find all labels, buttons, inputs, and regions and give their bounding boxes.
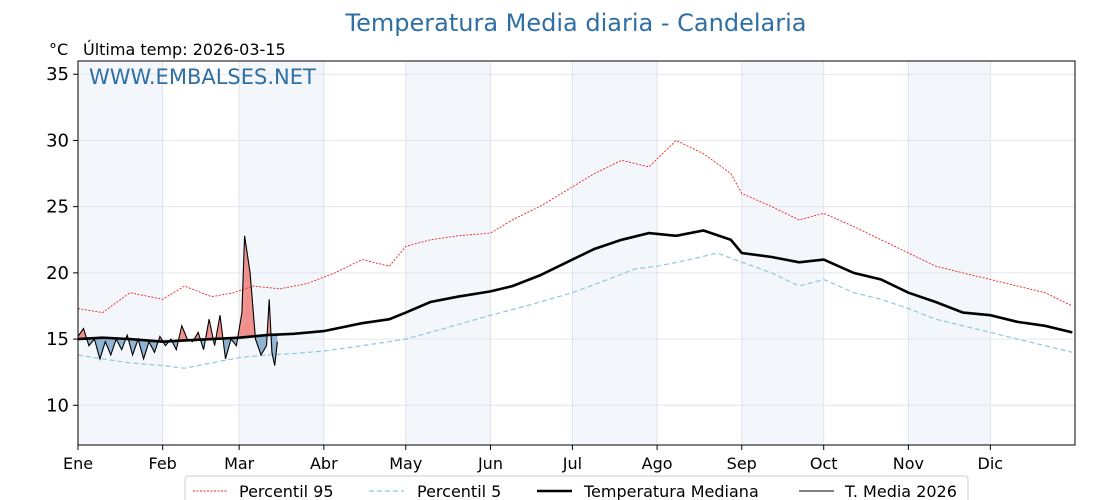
y-tick-label-25: 25 [46, 197, 69, 218]
x-axis: Ene Feb Mar Abr May Jun Jul Ago Sep Oct Nov Dic [63, 445, 1003, 473]
series-t-media-2026 [77, 235, 278, 366]
anomaly-fill-37-0 [271, 334, 275, 366]
anomaly-fill-31-0 [244, 235, 251, 338]
legend-label-2: Temperatura Mediana [583, 482, 759, 500]
y-tick-label-15: 15 [46, 329, 69, 350]
x-tick-label-jun: Jun [477, 454, 503, 473]
x-tick-label-mar: Mar [224, 454, 255, 473]
x-tick-label-abr: Abr [310, 454, 338, 473]
chart-title: Temperatura Media diaria - Candelaria [345, 9, 807, 37]
month-band-sep [741, 61, 824, 445]
plot-frame [77, 60, 1076, 446]
anomaly-fill-34-0 [261, 335, 267, 355]
legend-box [184, 475, 969, 500]
x-tick-label-feb: Feb [149, 454, 177, 473]
month-band-mar [239, 61, 324, 445]
x-tick-label-jul: Jul [562, 454, 582, 473]
y-tick-label-10: 10 [46, 395, 69, 416]
watermark: WWW.EMBALSES.NET [89, 65, 316, 89]
x-tick-label-nov: Nov [893, 454, 924, 473]
x-tick-label-sep: Sep [727, 454, 757, 473]
month-band-nov [908, 61, 991, 445]
y-tick-label-35: 35 [46, 64, 69, 85]
y-axis: 10 15 20 25 30 35 [46, 64, 78, 416]
x-tick-label-ene: Ene [63, 454, 93, 473]
series-temperatura-mediana [77, 229, 1073, 344]
x-tick-label-oct: Oct [810, 454, 838, 473]
series-lines [77, 139, 1073, 369]
legend-label-1: Percentil 5 [417, 482, 501, 500]
x-tick-label-dic: Dic [978, 454, 1004, 473]
legend-label-0: Percentil 95 [239, 482, 334, 500]
month-bands [78, 61, 991, 445]
last-temp-subtitle: Última temp: 2026-03-15 [83, 40, 286, 59]
y-tick-label-30: 30 [46, 130, 69, 151]
month-band-may [405, 61, 491, 445]
series-percentil-95 [77, 139, 1073, 314]
x-tick-label-may: May [389, 454, 422, 473]
month-band-ene [78, 61, 163, 445]
x-tick-label-ago: Ago [642, 454, 673, 473]
legend: Percentil 95 Percentil 5 Temperatura Media… [184, 475, 969, 500]
legend-label-3: T. Media 2026 [844, 482, 957, 500]
y-tick-label-20: 20 [46, 263, 69, 284]
y-unit-label: °C [49, 40, 68, 59]
series-percentil-5 [77, 252, 1073, 369]
